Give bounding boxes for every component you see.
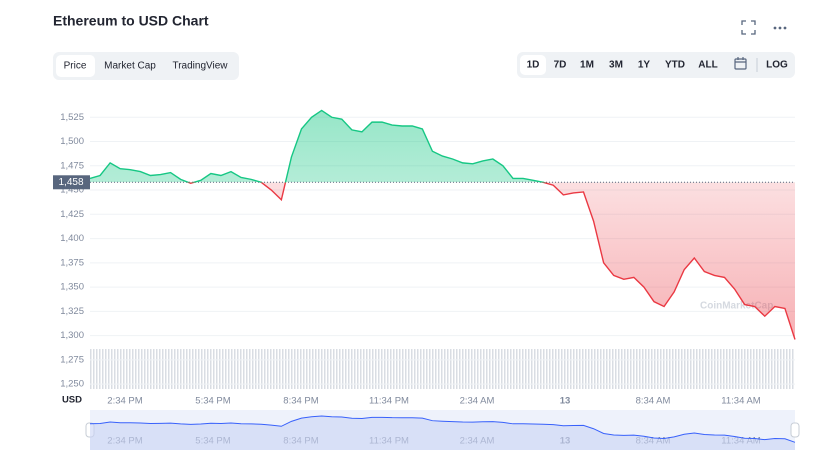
price-line [89, 109, 796, 340]
price-tag-label: 1,458 [58, 177, 83, 188]
y-tick-label: 1,525 [60, 112, 84, 123]
range-selected [520, 55, 546, 75]
volume-band [90, 349, 795, 389]
y-tick-label: 1,375 [60, 257, 84, 268]
range-button[interactable]: ALL [698, 60, 717, 71]
tab-selected [56, 55, 95, 77]
x-tick-label: 8:34 PM [283, 396, 318, 407]
tab[interactable]: Price [64, 61, 87, 72]
log-button[interactable]: LOG [766, 60, 788, 71]
x-tick-label: 2:34 AM [460, 396, 495, 407]
y-tick-label: 1,475 [60, 160, 84, 171]
y-tick-label: 1,325 [60, 306, 84, 317]
range-button[interactable]: 1Y [638, 60, 651, 71]
y-tick-label: 1,300 [60, 330, 84, 341]
y-tick-label: 1,350 [60, 282, 84, 293]
y-tick-label: 1,250 [60, 379, 84, 390]
y-tick-label: 1,450 [60, 185, 84, 196]
y-tick-label: 1,425 [60, 209, 84, 220]
more-icon[interactable] [773, 26, 787, 30]
navigator-area [90, 416, 795, 450]
fullscreen-icon[interactable] [741, 20, 756, 35]
chart-title: Ethereum to USD Chart [53, 13, 209, 29]
range-group [517, 52, 795, 78]
watermark: CoinMarketCap [700, 301, 773, 312]
y-tick-label: 1,500 [60, 136, 84, 147]
y-tick-label: 1,400 [60, 233, 84, 244]
range-button[interactable]: 1M [580, 60, 594, 71]
x-tick-label: 5:34 PM [195, 396, 230, 407]
calendar-icon[interactable] [734, 57, 747, 70]
navigator-handle[interactable] [790, 422, 800, 438]
range-button[interactable]: 1D [527, 60, 540, 71]
navigator-line [89, 415, 796, 443]
x-tick-label: 2:34 PM [107, 396, 142, 407]
area-down [188, 182, 795, 340]
x-tick-label: 11:34 AM [721, 396, 761, 407]
range-button[interactable]: YTD [665, 60, 685, 71]
tab[interactable]: TradingView [172, 61, 228, 72]
range-button[interactable]: 3M [609, 60, 623, 71]
y-tick-label: 1,275 [60, 354, 84, 365]
x-tick-label: 13 [560, 396, 571, 407]
currency-label: USD [62, 395, 82, 406]
tab[interactable]: Market Cap [104, 61, 156, 72]
tab-group [53, 52, 239, 80]
price-tag [53, 175, 90, 190]
x-tick-label: 11:34 PM [369, 396, 409, 407]
range-button[interactable]: 7D [554, 60, 567, 71]
x-tick-label: 8:34 AM [636, 396, 671, 407]
